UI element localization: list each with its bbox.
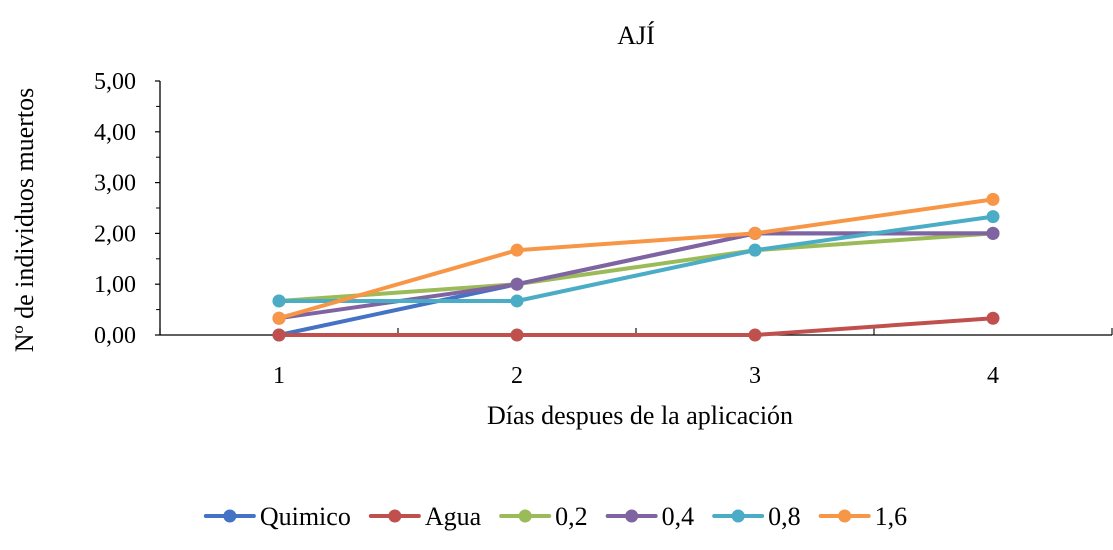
legend-label: 1,6	[875, 502, 908, 531]
series-line	[277, 231, 995, 337]
series-point	[272, 328, 286, 342]
y-tick-label: 0,00	[94, 323, 136, 349]
series-1	[272, 311, 1000, 342]
legend-label: Quimico	[260, 502, 351, 531]
y-tick-label: 3,00	[94, 171, 136, 197]
series-point	[272, 294, 286, 308]
series-point	[510, 277, 524, 291]
series-line	[277, 197, 995, 321]
x-axis-label: Días despues de la aplicación	[487, 401, 793, 430]
legend-item: Agua	[368, 502, 482, 531]
series-point	[986, 210, 1000, 224]
legend-item: 0,4	[605, 502, 695, 531]
legend-swatch-marker	[731, 509, 745, 523]
series-4	[272, 210, 1000, 308]
series-point	[510, 243, 524, 257]
series-point	[748, 328, 762, 342]
series-2	[272, 226, 1000, 308]
series-line	[277, 316, 995, 337]
series-point	[748, 243, 762, 257]
y-tick-label: 4,00	[94, 120, 136, 146]
legend-swatch-marker	[223, 509, 237, 523]
series-point	[748, 226, 762, 240]
series-point	[510, 328, 524, 342]
legend-item: 0,8	[712, 502, 801, 531]
legend-swatch-marker	[388, 509, 402, 523]
chart-title: AJÍ	[617, 21, 655, 50]
y-tick-label: 1,00	[94, 272, 136, 298]
x-tick-label: 2	[511, 363, 523, 389]
legend-swatch-marker	[625, 509, 639, 523]
series-point	[510, 294, 524, 308]
series-5	[272, 192, 1000, 325]
x-tick-label: 3	[749, 363, 761, 389]
series-point	[272, 311, 286, 325]
x-tick-label: 4	[987, 363, 999, 389]
y-tick-label: 2,00	[94, 221, 136, 247]
legend-label: 0,4	[662, 502, 695, 531]
legend-label: Agua	[425, 502, 482, 531]
series-line	[277, 214, 995, 303]
series-point	[986, 311, 1000, 325]
series-point	[986, 192, 1000, 206]
legend-label: 0,8	[768, 502, 801, 531]
legend-swatch-marker	[518, 509, 532, 523]
legend-label: 0,2	[555, 502, 588, 531]
legend-item: Quimico	[203, 502, 351, 531]
y-tick-label: 5,00	[94, 69, 136, 95]
legend-swatch-marker	[838, 509, 852, 523]
legend-item: 1,6	[818, 502, 908, 531]
series-point	[986, 226, 1000, 240]
y-axis-label: Nº de individuos muertos	[10, 88, 39, 352]
series-line	[277, 231, 995, 303]
x-tick-label: 1	[273, 363, 285, 389]
legend-item: 0,2	[499, 502, 588, 531]
